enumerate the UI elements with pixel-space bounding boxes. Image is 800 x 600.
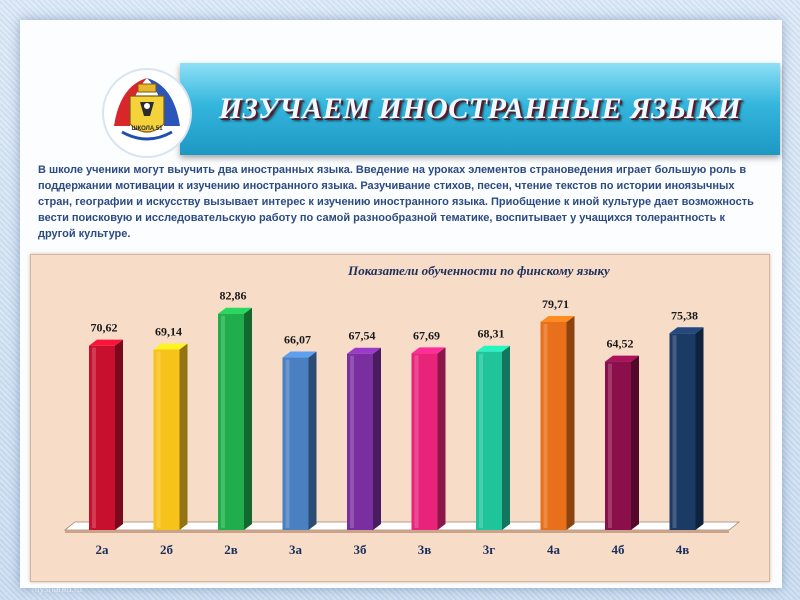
bar-4а <box>540 315 575 530</box>
value-label-3б: 67,54 <box>349 329 376 343</box>
chart-panel: Показатели обученности по финскому языку… <box>30 254 770 582</box>
bar-side-4в <box>695 327 704 530</box>
value-label-4а: 79,71 <box>542 297 569 311</box>
bar-front-4в <box>669 333 696 530</box>
value-labels: 70,62 69,14 82,86 66,07 67,54 67,69 68,31 79,71… <box>91 289 699 351</box>
bar-2а <box>89 339 123 530</box>
category-label-4а: 4а <box>547 542 561 557</box>
bar-side-3в <box>437 347 446 530</box>
bar-3г <box>476 345 510 530</box>
bar-highlight-3б <box>350 355 354 528</box>
bar-front-3а <box>282 357 309 530</box>
bar-front-4а <box>540 321 567 530</box>
bar-3а <box>282 351 317 530</box>
page-title: ИЗУЧАЕМ ИНОСТРАННЫЕ ЯЗЫКИ <box>218 92 742 125</box>
value-label-2а: 70,62 <box>91 321 118 335</box>
bar-side-4а <box>566 315 575 530</box>
category-label-2б: 2б <box>160 542 174 557</box>
title-banner: ИЗУЧАЕМ ИНОСТРАННЫЕ ЯЗЫКИ <box>180 63 780 155</box>
bar-highlight-3г <box>479 353 483 528</box>
bar-2в <box>218 307 252 530</box>
bar-side-2в <box>244 307 252 530</box>
bar-side-3а <box>308 351 317 530</box>
bar-highlight-4а <box>543 323 548 528</box>
school-emblem-icon: ШКОЛА 51 <box>102 68 192 158</box>
category-label-2в: 2в <box>224 542 238 557</box>
category-labels: 2а 2б 2в 3а 3б 3в 3г 4а 4б 4в <box>96 542 690 557</box>
bar-side-4б <box>631 355 639 530</box>
category-label-3в: 3в <box>418 542 432 557</box>
value-label-3а: 66,07 <box>284 333 311 347</box>
bar-front-3в <box>411 353 438 530</box>
bar-highlight-2б <box>156 351 161 528</box>
bar-3б <box>347 347 381 530</box>
category-label-4б: 4б <box>612 542 626 557</box>
value-label-4б: 64,52 <box>607 337 634 351</box>
bar-highlight-3в <box>414 355 419 528</box>
emblem-text: ШКОЛА 51 <box>131 126 163 132</box>
value-label-3г: 68,31 <box>478 327 505 341</box>
bar-top-3б <box>347 347 381 354</box>
category-label-3б: 3б <box>354 542 368 557</box>
value-label-4в: 75,38 <box>671 308 698 322</box>
bar-top-2а <box>89 339 123 346</box>
bar-highlight-2а <box>92 347 96 528</box>
category-label-4в: 4в <box>676 542 690 557</box>
bar-front-4б <box>605 361 631 530</box>
chart-bars <box>89 307 704 530</box>
bar-side-3г <box>502 345 510 530</box>
bar-top-4а <box>540 315 575 322</box>
bar-highlight-2в <box>221 315 225 528</box>
bar-side-2а <box>115 339 123 530</box>
bar-front-3б <box>347 353 373 530</box>
bar-chart: Показатели обученности по финскому языку… <box>63 263 741 557</box>
bar-2б <box>153 343 188 530</box>
bar-top-3а <box>282 351 317 358</box>
chart-floor-edge <box>65 530 729 533</box>
category-label-3г: 3г <box>483 542 496 557</box>
bar-4б <box>605 355 639 530</box>
bar-side-2б <box>179 343 188 530</box>
bar-top-3г <box>476 345 510 352</box>
bar-3в <box>411 347 446 530</box>
bar-highlight-3а <box>285 359 290 528</box>
category-label-3а: 3а <box>289 542 303 557</box>
bar-top-2в <box>218 307 252 314</box>
bar-highlight-4в <box>672 335 677 528</box>
intro-paragraph: В школе ученики могут выучить два иностр… <box>38 164 754 240</box>
category-label-2а: 2а <box>96 542 110 557</box>
bar-top-3в <box>411 347 446 354</box>
bar-front-2а <box>89 345 115 530</box>
bar-front-2в <box>218 313 244 530</box>
bar-top-4в <box>669 327 704 334</box>
bar-highlight-4б <box>608 363 612 528</box>
bar-top-2б <box>153 343 188 350</box>
bar-top-4б <box>605 355 639 362</box>
chart-title: Показатели обученности по финскому языку <box>347 263 610 278</box>
bar-4в <box>669 327 704 530</box>
value-label-2б: 69,14 <box>155 325 182 339</box>
bar-front-3г <box>476 351 502 530</box>
value-label-2в: 82,86 <box>220 289 247 303</box>
value-label-3в: 67,69 <box>413 328 440 342</box>
watermark: myshared.ru <box>32 584 83 594</box>
bar-side-3б <box>373 347 381 530</box>
bar-front-2б <box>153 349 180 530</box>
